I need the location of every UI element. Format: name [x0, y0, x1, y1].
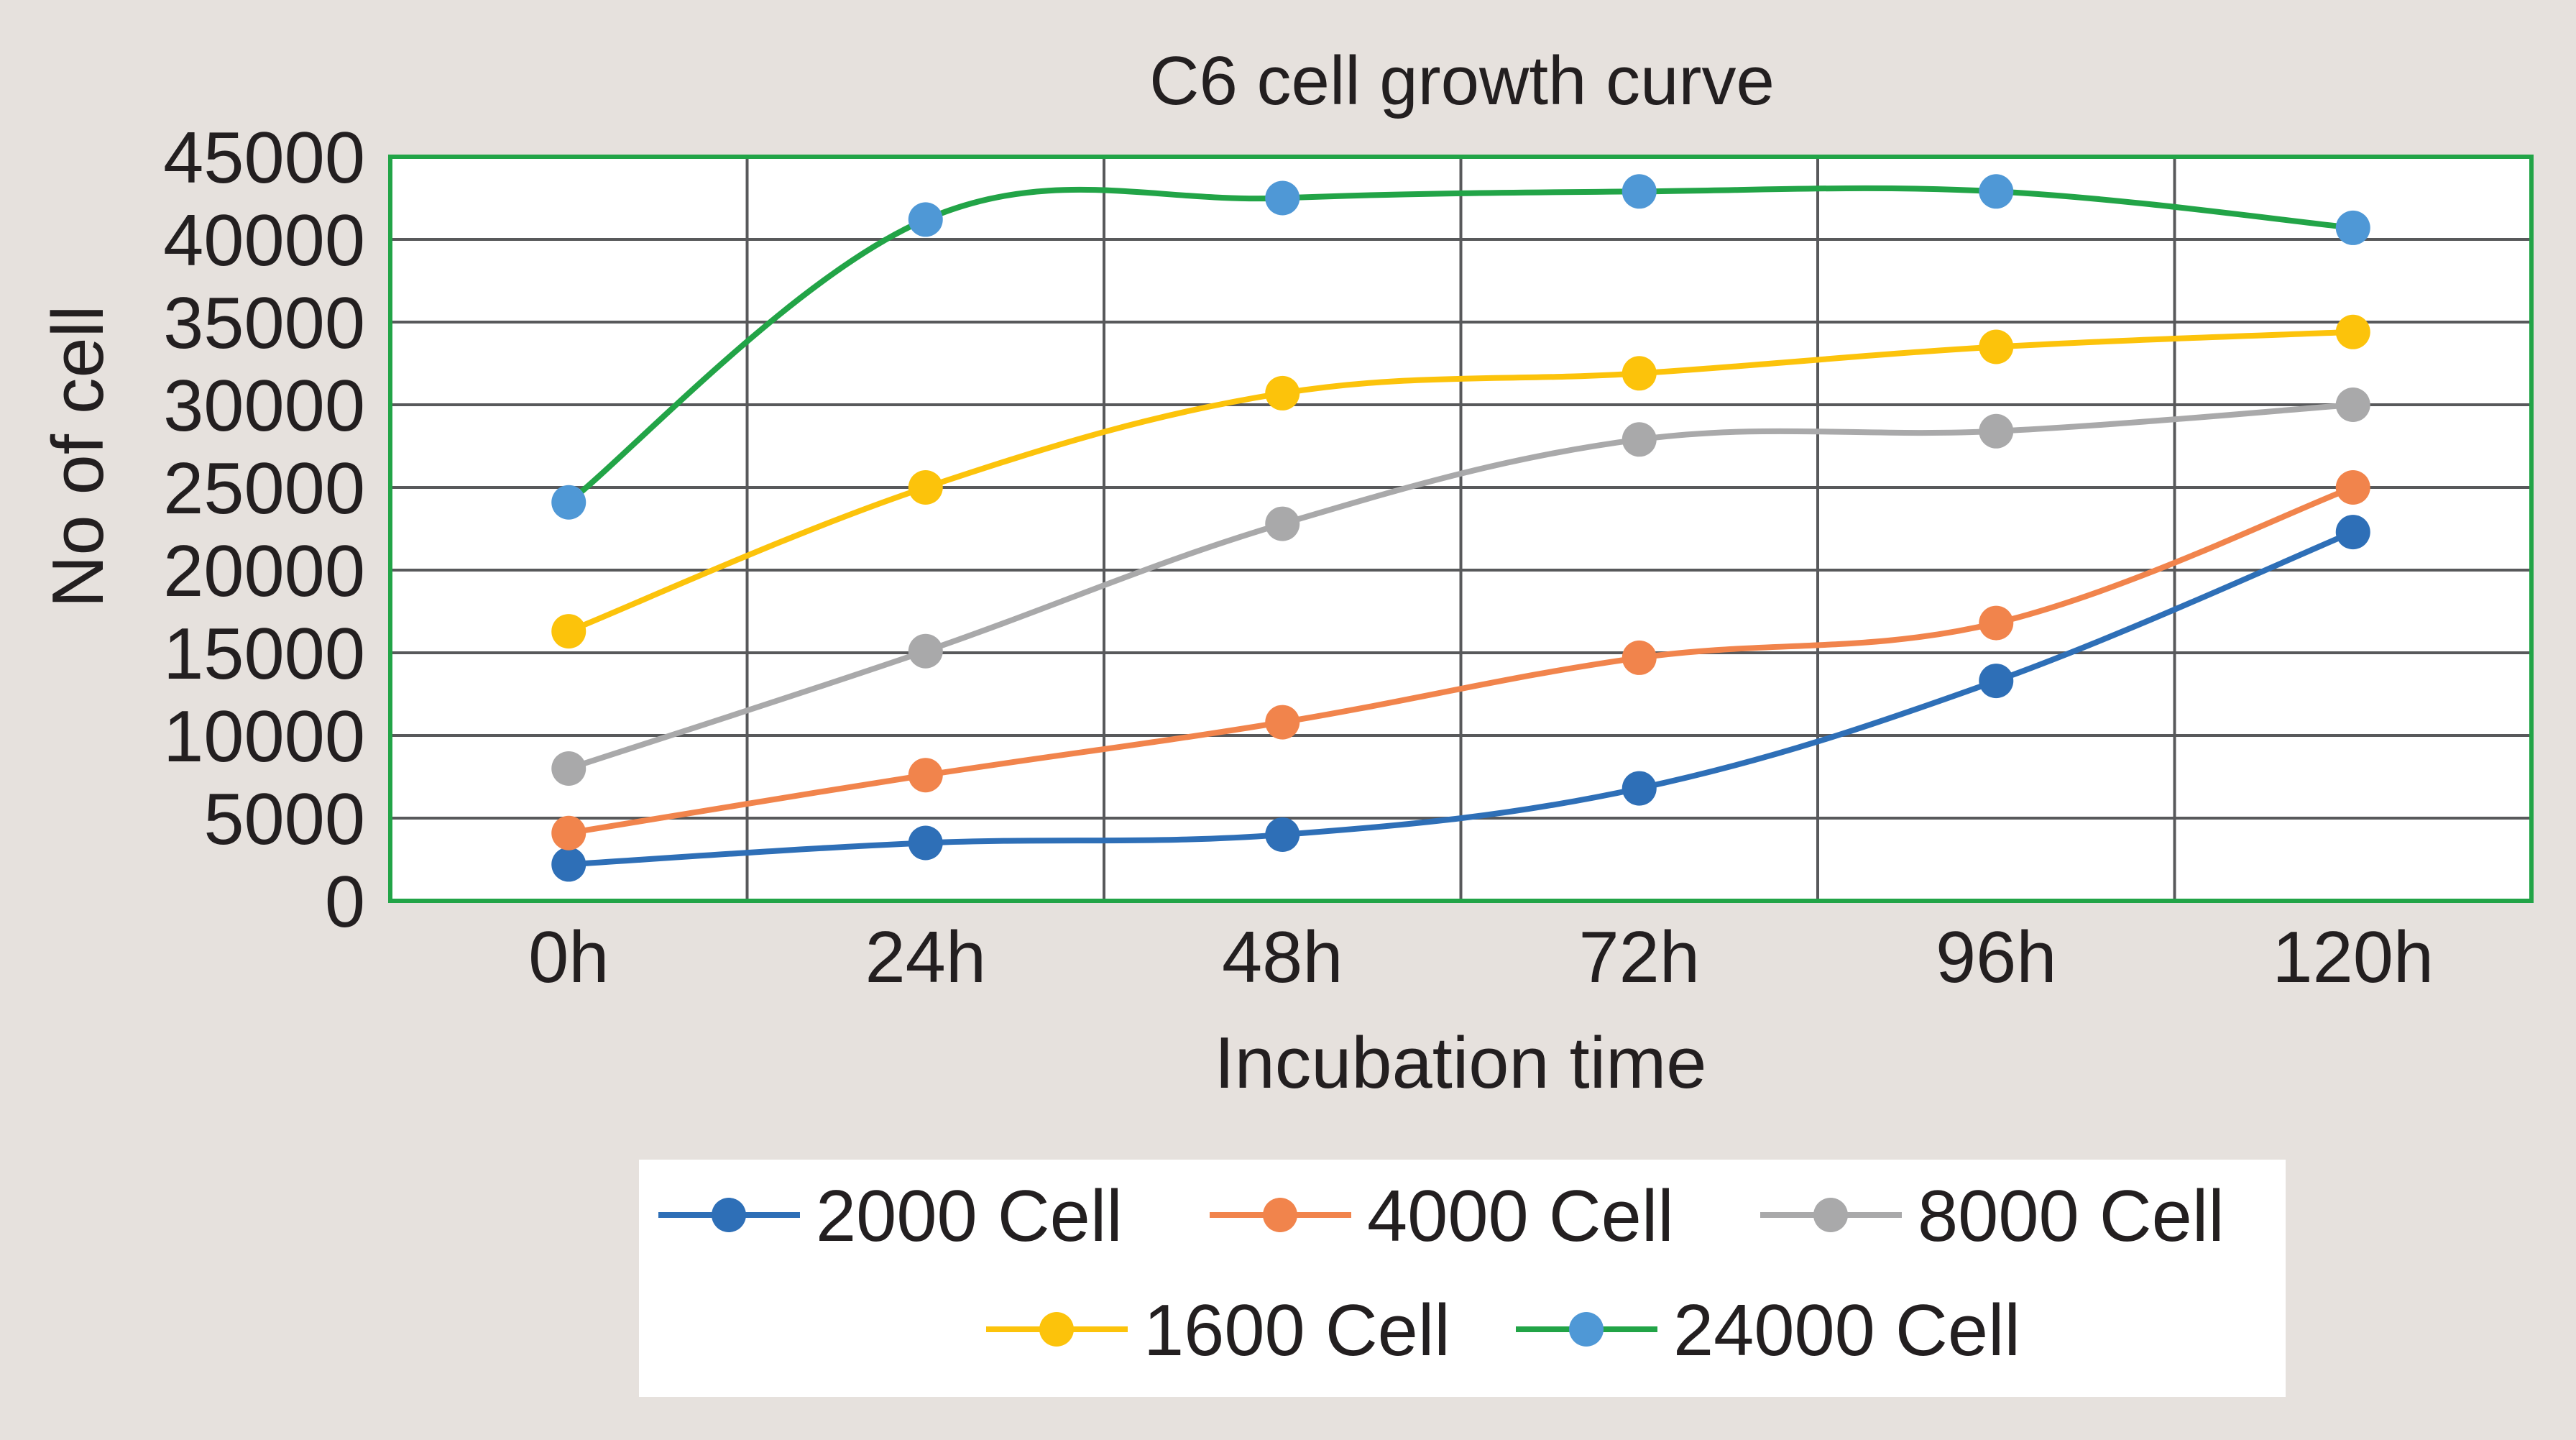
legend-swatch-marker	[1039, 1312, 1074, 1347]
legend-item-1600-cell: 1600 Cell	[986, 1290, 1450, 1371]
series-8000-cell	[551, 387, 2370, 786]
data-point-4000-cell-24h	[908, 758, 943, 793]
y-tick-label: 20000	[163, 531, 365, 612]
series-layer	[551, 174, 2370, 882]
chart-title: C6 cell growth curve	[1149, 42, 1775, 119]
x-tick-label: 120h	[2272, 917, 2434, 998]
legend-label: 2000 Cell	[816, 1176, 1123, 1257]
data-point-4000-cell-120h	[2335, 470, 2370, 505]
x-axis-ticks: 0h 24h 48h 72h 96h 120h	[528, 917, 2434, 998]
y-tick-label: 40000	[163, 201, 365, 281]
legend-label: 8000 Cell	[1918, 1176, 2225, 1257]
legend-box	[639, 1160, 2286, 1397]
series-line-8000-cell	[566, 402, 2356, 771]
data-point-24000-cell-0h	[551, 485, 586, 520]
data-point-2000-cell-72h	[1622, 771, 1657, 806]
data-point-8000-cell-120h	[2335, 387, 2370, 422]
data-point-1600-cell-24h	[908, 470, 943, 505]
data-point-2000-cell-96h	[1979, 664, 2014, 699]
series-2000-cell	[551, 515, 2370, 882]
y-tick-label: 25000	[163, 449, 365, 529]
legend-swatch-marker	[1263, 1198, 1297, 1232]
data-point-8000-cell-72h	[1622, 422, 1657, 457]
grid-lines	[390, 157, 2531, 901]
legend-item-8000-cell: 8000 Cell	[1760, 1176, 2225, 1257]
legend-swatch-marker	[712, 1198, 746, 1232]
data-point-1600-cell-72h	[1622, 356, 1657, 391]
legend-swatch-marker	[1569, 1312, 1604, 1347]
legend-item-4000-cell: 4000 Cell	[1210, 1176, 1674, 1257]
x-tick-label: 48h	[1222, 917, 1343, 998]
legend-swatch-marker	[1813, 1198, 1848, 1232]
legend-label: 24000 Cell	[1673, 1290, 2020, 1371]
y-tick-label: 5000	[203, 779, 365, 860]
series-line-4000-cell	[566, 485, 2356, 836]
data-point-1600-cell-0h	[551, 614, 586, 649]
data-point-2000-cell-24h	[908, 825, 943, 861]
data-point-1600-cell-48h	[1265, 375, 1300, 411]
plot-border	[388, 155, 2534, 903]
series-line-1600-cell	[566, 329, 2356, 635]
data-point-8000-cell-48h	[1265, 506, 1300, 541]
legend-label: 4000 Cell	[1367, 1176, 1674, 1257]
series-line-24000-cell	[566, 185, 2356, 505]
y-tick-label: 0	[325, 862, 365, 943]
data-point-24000-cell-48h	[1265, 180, 1300, 216]
x-tick-label: 72h	[1578, 917, 1700, 998]
data-point-24000-cell-72h	[1622, 174, 1657, 209]
y-tick-label: 15000	[163, 614, 365, 694]
data-point-8000-cell-0h	[551, 751, 586, 786]
data-point-8000-cell-96h	[1979, 413, 2014, 449]
legend: 2000 Cell 4000 Cell 8000 Cell 1600 Cell 2400…	[658, 1176, 2225, 1371]
y-tick-label: 45000	[163, 118, 365, 198]
legend-label: 1600 Cell	[1144, 1290, 1450, 1371]
data-point-4000-cell-48h	[1265, 705, 1300, 740]
y-tick-label: 35000	[163, 283, 365, 364]
data-point-4000-cell-72h	[1622, 640, 1657, 675]
y-axis-ticks: 0500010000150002000025000300003500040000…	[163, 118, 365, 943]
x-tick-label: 0h	[528, 917, 609, 998]
data-point-8000-cell-24h	[908, 633, 943, 669]
series-24000-cell	[551, 174, 2370, 520]
data-point-2000-cell-0h	[551, 847, 586, 882]
data-point-24000-cell-96h	[1979, 174, 2014, 209]
y-tick-label: 30000	[163, 366, 365, 446]
data-point-1600-cell-96h	[1979, 329, 2014, 364]
legend-item-24000-cell: 24000 Cell	[1516, 1290, 2020, 1371]
x-axis-label: Incubation time	[1215, 1023, 1707, 1104]
x-tick-label: 96h	[1936, 917, 2057, 998]
data-point-24000-cell-24h	[908, 202, 943, 237]
x-tick-label: 24h	[865, 917, 986, 998]
data-point-24000-cell-120h	[2335, 210, 2370, 245]
series-4000-cell	[551, 470, 2370, 850]
data-point-1600-cell-120h	[2335, 314, 2370, 349]
legend-item-2000-cell: 2000 Cell	[658, 1176, 1123, 1257]
data-point-4000-cell-0h	[551, 815, 586, 850]
series-line-2000-cell	[566, 529, 2356, 868]
data-point-2000-cell-48h	[1265, 817, 1300, 852]
y-tick-label: 10000	[163, 697, 365, 777]
y-axis-label: No of cell	[38, 305, 119, 607]
series-1600-cell	[551, 314, 2370, 649]
data-point-4000-cell-96h	[1979, 605, 2014, 641]
data-point-2000-cell-120h	[2335, 515, 2370, 550]
